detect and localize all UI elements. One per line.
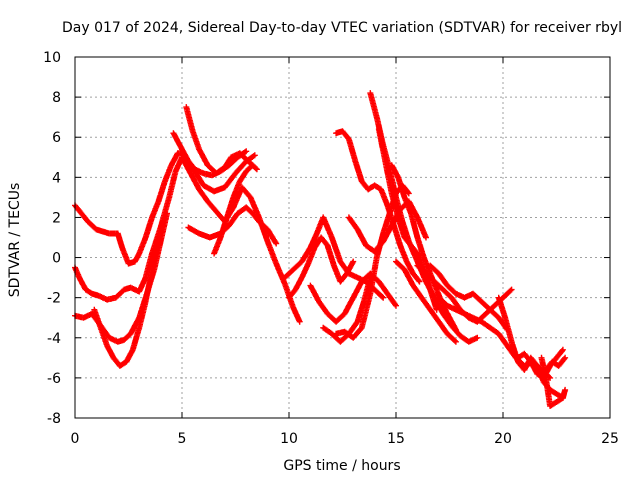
y-tick-label: -6: [47, 371, 61, 387]
series-arc-11: [307, 270, 399, 325]
data-point-markers: [183, 104, 260, 177]
x-tick-label: 25: [601, 431, 619, 447]
data-point-markers: [542, 354, 569, 373]
series-arc-10: [286, 234, 357, 301]
data-points: [72, 90, 569, 409]
data-point-markers: [91, 234, 162, 369]
y-tick-label: 8: [52, 90, 61, 106]
y-tick-label: -8: [47, 411, 61, 427]
x-tick-label: 10: [280, 431, 298, 447]
data-point-markers: [345, 198, 429, 255]
y-tick-label: 0: [52, 251, 61, 267]
data-point-markers: [538, 354, 569, 409]
y-tick-label: 4: [52, 170, 61, 186]
y-tick-label: 6: [52, 130, 61, 146]
x-tick-label: 20: [494, 431, 512, 447]
plot-frame: [74, 56, 611, 419]
y-tick-label: -2: [47, 291, 61, 307]
data-point-markers: [286, 234, 357, 301]
series-arc-21: [427, 262, 511, 333]
x-axis-label: GPS time / hours: [283, 458, 400, 474]
y-tick-label: -4: [47, 331, 61, 347]
series-arc-6: [183, 104, 260, 177]
series-arc-26: [542, 354, 569, 373]
y-axis-label: SDTVAR / TECUs: [7, 183, 23, 298]
series-arc-25: [538, 354, 569, 409]
data-point-markers: [427, 262, 511, 333]
data-point-markers: [307, 270, 399, 325]
chart-title: Day 017 of 2024, Sidereal Day-to-day VTE…: [62, 20, 622, 36]
x-tick-label: 5: [178, 431, 187, 447]
x-tick-label: 0: [71, 431, 80, 447]
series-arc-4: [91, 234, 162, 369]
data-point-markers: [211, 162, 256, 257]
x-tick-label: 15: [387, 431, 405, 447]
y-tick-label: 10: [43, 50, 61, 66]
ticks: 0 5 10 15 20 25 -8 -6 -4 -2 0 2 4 6 8 10: [43, 50, 619, 447]
series-arc-15: [345, 198, 429, 255]
y-tick-label: 2: [52, 210, 61, 226]
data-point-markers: [393, 258, 459, 345]
series-arc-8: [211, 162, 256, 257]
series-arc-19: [393, 258, 459, 345]
